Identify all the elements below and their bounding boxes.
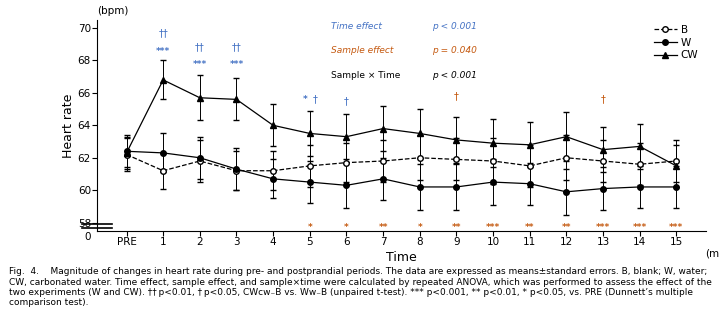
Text: ***: *** bbox=[230, 59, 243, 69]
Text: ***: *** bbox=[632, 223, 647, 232]
Text: *: * bbox=[418, 223, 422, 232]
Text: Fig.  4.    Magnitude of changes in heart rate during pre- and postprandial peri: Fig. 4. Magnitude of changes in heart ra… bbox=[9, 267, 711, 307]
Text: †: † bbox=[600, 94, 606, 104]
Text: ***: *** bbox=[193, 59, 207, 69]
Text: (bpm): (bpm) bbox=[97, 6, 129, 16]
Text: †: † bbox=[454, 91, 459, 101]
Text: †: † bbox=[312, 94, 318, 104]
Text: ***: *** bbox=[486, 223, 500, 232]
Text: ***: *** bbox=[596, 223, 610, 232]
Text: Sample effect: Sample effect bbox=[331, 46, 394, 55]
Text: p < 0.001: p < 0.001 bbox=[432, 22, 477, 31]
Text: p = 0.040: p = 0.040 bbox=[432, 46, 477, 55]
Text: **: ** bbox=[525, 223, 534, 232]
Legend: B, W, CW: B, W, CW bbox=[652, 23, 701, 62]
Text: ††: †† bbox=[195, 42, 204, 52]
Text: *: * bbox=[303, 95, 307, 104]
Text: Sample × Time: Sample × Time bbox=[331, 70, 401, 80]
Text: ††: †† bbox=[232, 42, 241, 52]
Y-axis label: Heart rate: Heart rate bbox=[62, 93, 75, 157]
Text: *: * bbox=[344, 223, 348, 232]
Text: ††: †† bbox=[158, 29, 168, 39]
Text: **: ** bbox=[562, 223, 571, 232]
Text: Time effect: Time effect bbox=[331, 22, 382, 31]
Text: (min): (min) bbox=[706, 249, 720, 259]
Text: **: ** bbox=[451, 223, 461, 232]
Text: *: * bbox=[307, 223, 312, 232]
Text: 0: 0 bbox=[85, 232, 91, 242]
Text: ***: *** bbox=[156, 46, 171, 55]
X-axis label: Time: Time bbox=[386, 251, 417, 264]
Text: p < 0.001: p < 0.001 bbox=[432, 70, 477, 80]
Text: †: † bbox=[344, 96, 349, 106]
Text: ***: *** bbox=[669, 223, 683, 232]
Text: **: ** bbox=[378, 223, 388, 232]
